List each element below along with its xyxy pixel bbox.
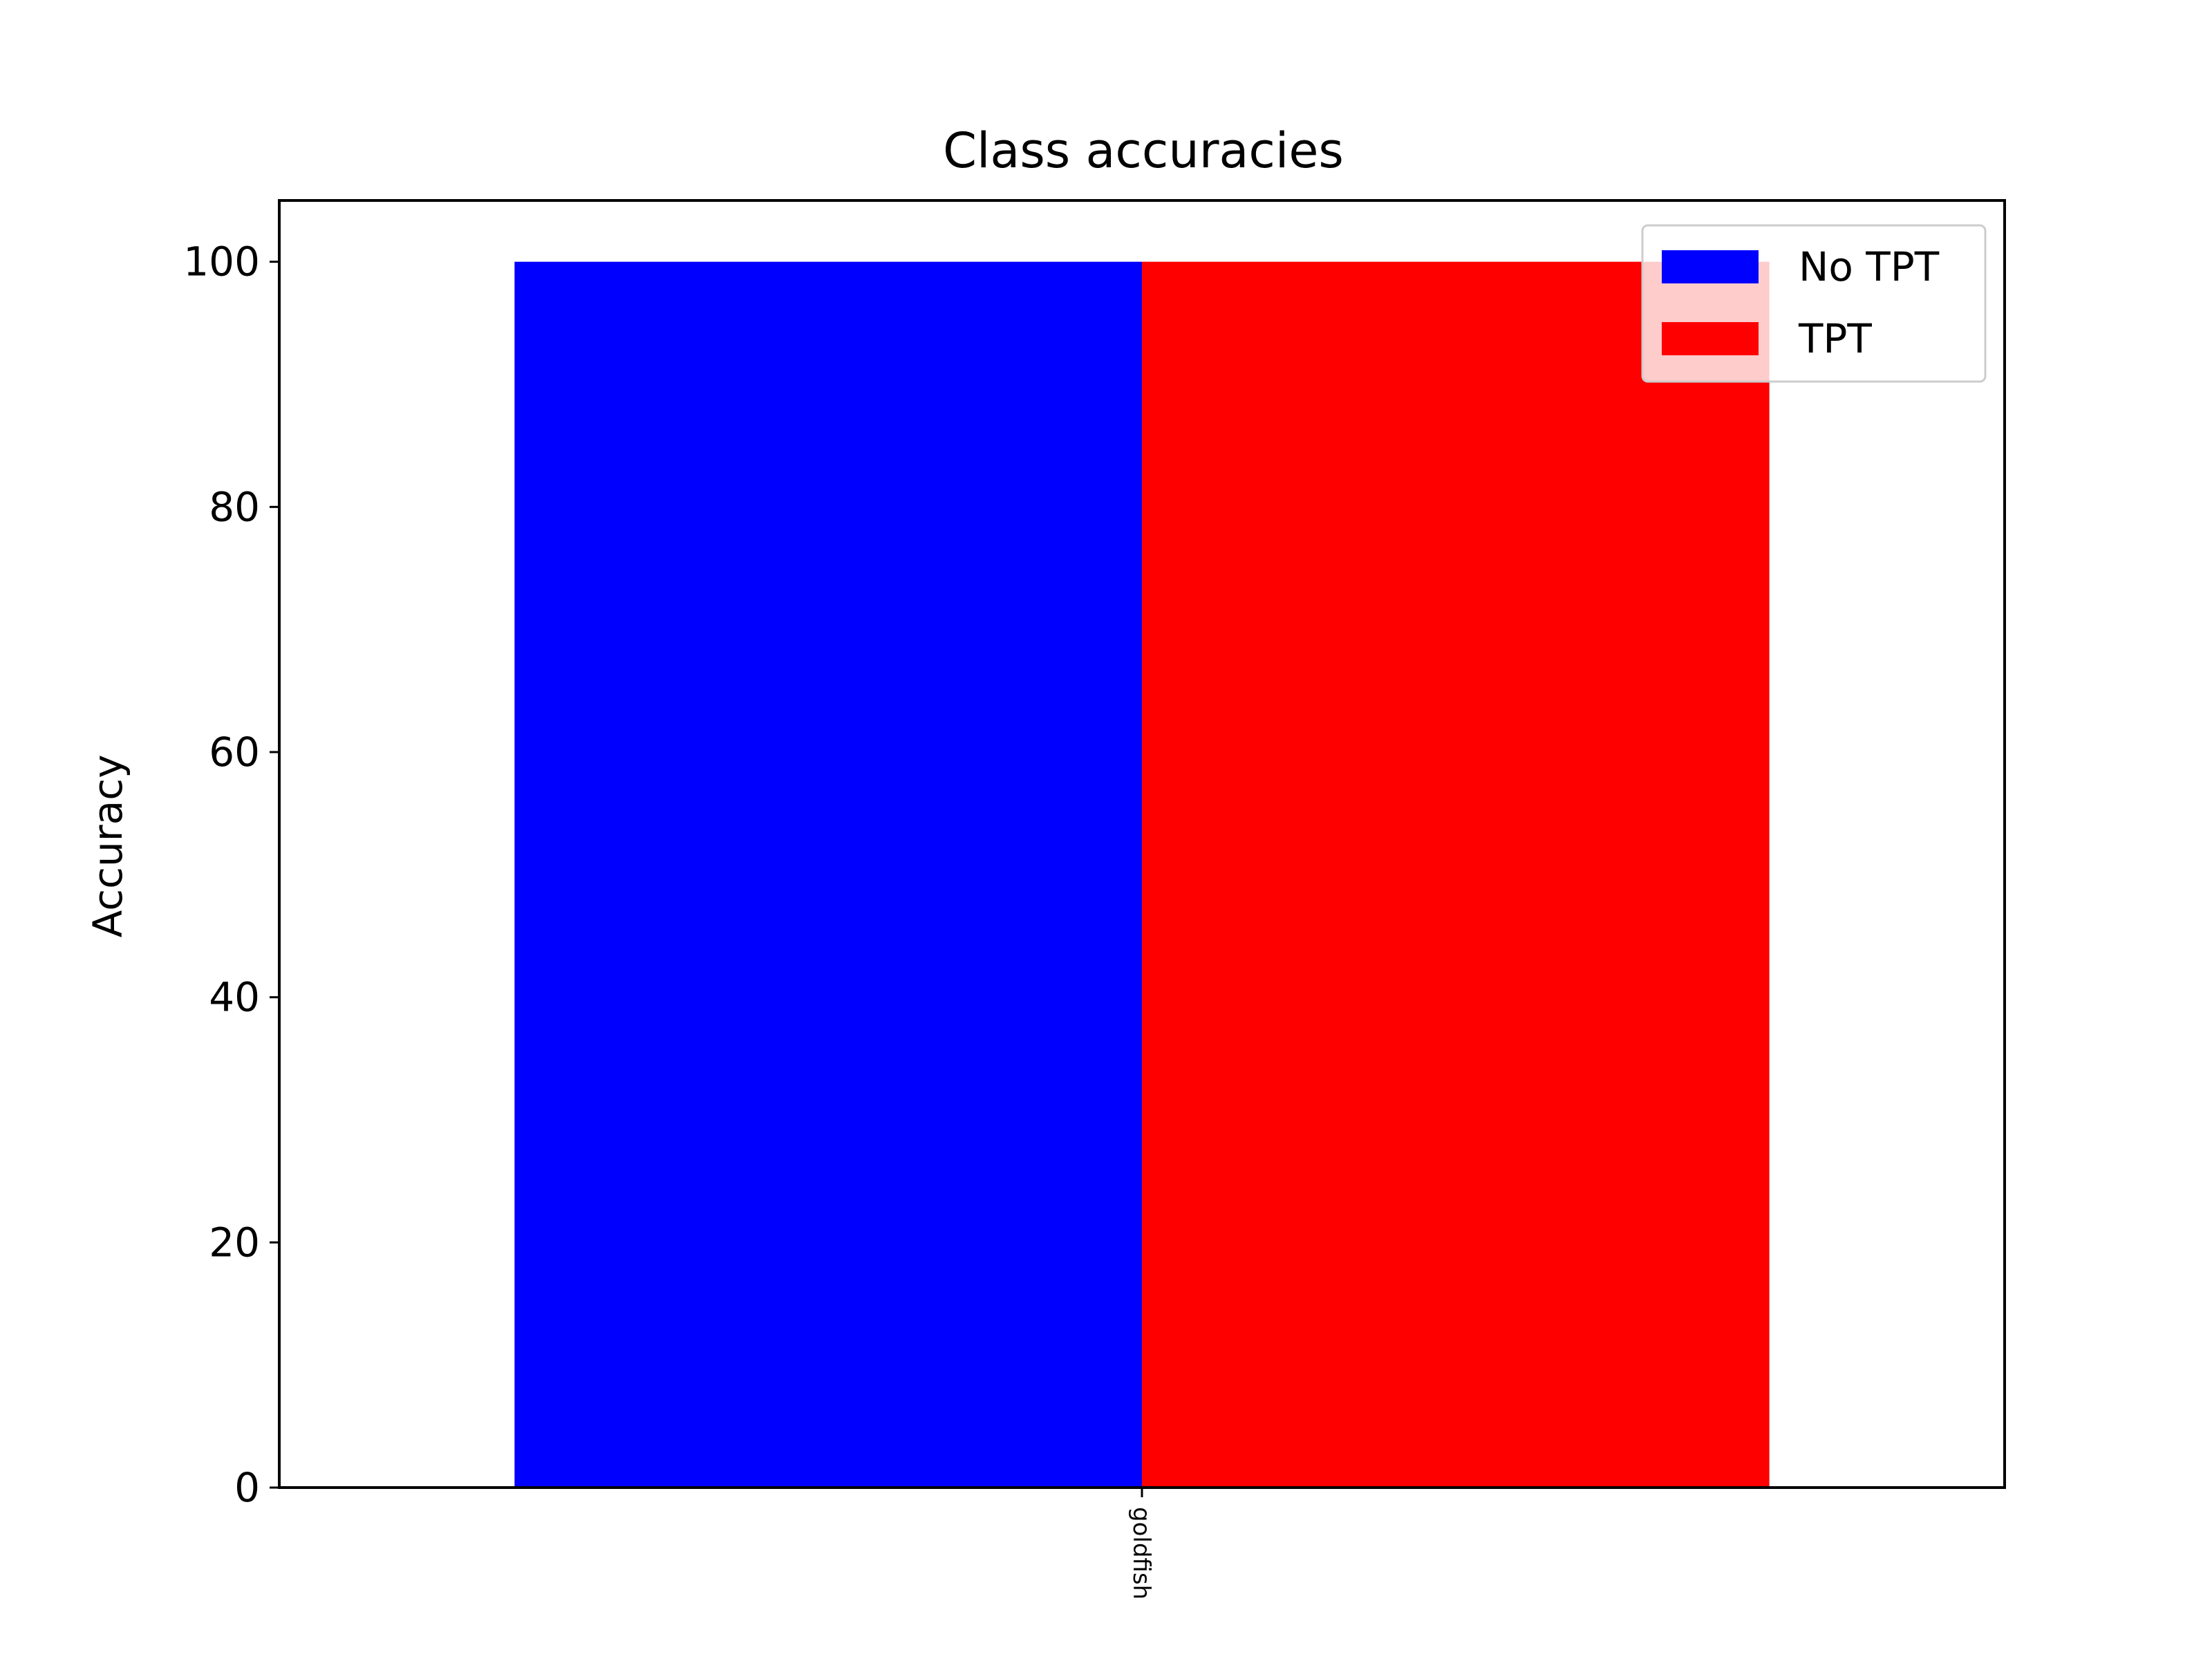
x-tick-label: goldfish xyxy=(1127,1507,1155,1600)
legend-label-no-tpt: No TPT xyxy=(1799,243,1940,290)
bars xyxy=(514,261,1770,1488)
y-tick-label: 100 xyxy=(183,238,260,285)
y-tick-label: 80 xyxy=(209,483,260,530)
chart-title: Class accuracies xyxy=(943,122,1344,179)
y-tick-label: 60 xyxy=(209,729,260,776)
y-axis-label: Accuracy xyxy=(84,755,131,938)
y-tick-label: 20 xyxy=(209,1219,260,1266)
y-tick-label: 0 xyxy=(234,1464,260,1511)
legend: No TPT TPT xyxy=(1641,224,1987,383)
y-tick-label: 40 xyxy=(209,974,260,1021)
plot-area-frame xyxy=(278,199,2006,1489)
y-axis-ticks: 0 20 40 60 80 100 xyxy=(183,238,279,1511)
bar-no-tpt-goldfish xyxy=(514,261,1142,1488)
bar-tpt-goldfish xyxy=(1142,261,1770,1488)
legend-swatch-no-tpt xyxy=(1662,250,1759,283)
legend-label-tpt: TPT xyxy=(1798,315,1872,362)
x-axis-ticks: goldfish xyxy=(1127,1488,1155,1600)
legend-swatch-tpt xyxy=(1662,322,1759,355)
